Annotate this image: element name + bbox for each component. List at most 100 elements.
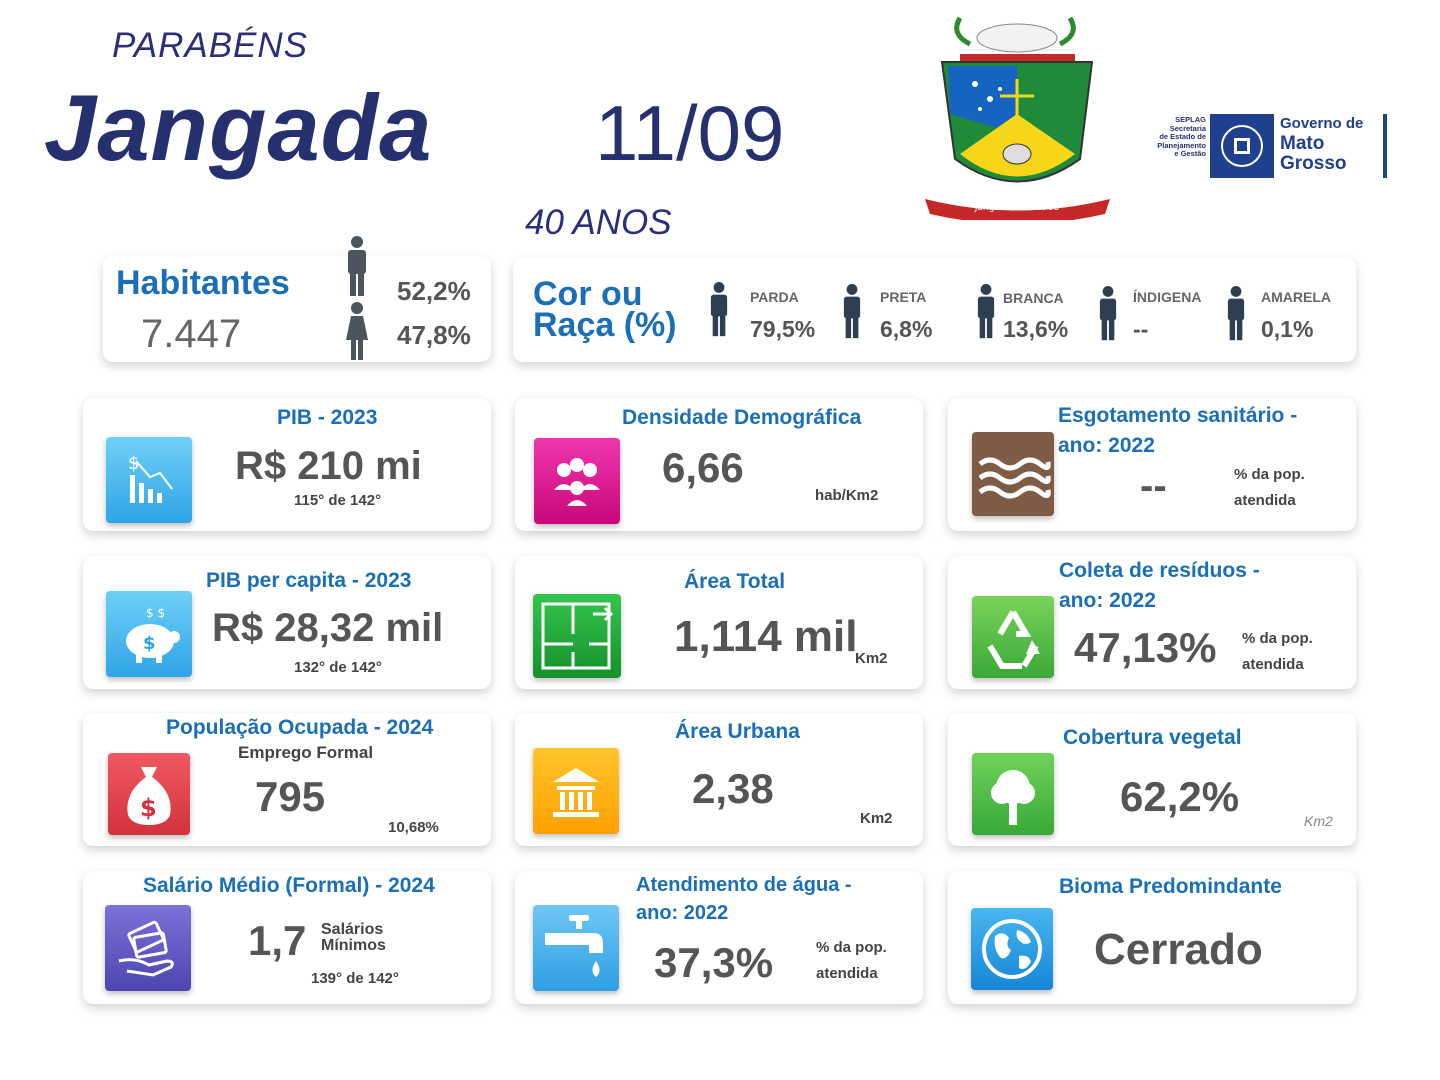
branca-value: 13,6% xyxy=(1003,316,1069,342)
floor-plan-icon xyxy=(533,594,621,678)
area-urbana-title: Área Urbana xyxy=(675,720,800,743)
city-name: Jangada xyxy=(44,75,433,180)
vegetal-card: Cobertura vegetal 62,2% Km2 xyxy=(948,713,1356,846)
area-total-title: Área Total xyxy=(684,570,786,593)
pib-rank: 115° de 142° xyxy=(294,492,382,509)
pib-per-capita-rank: 132° de 142° xyxy=(294,659,382,676)
agua-value: 37,3% xyxy=(654,939,774,986)
bioma-value: Cerrado xyxy=(1094,925,1263,974)
vegetal-title: Cobertura vegetal xyxy=(1063,726,1242,749)
salario-unit-line1: Salários xyxy=(321,921,384,938)
area-urbana-card: Área Urbana 2,38 Km2 xyxy=(515,713,923,846)
bioma-card: Bioma Predomindante Cerrado xyxy=(948,871,1356,1004)
vegetal-unit: Km2 xyxy=(1304,813,1333,829)
area-total-value: 1,114 mil xyxy=(674,612,858,661)
indigena-person-icon xyxy=(1099,286,1117,341)
tree-icon xyxy=(972,753,1054,835)
indigena-label: ÍNDIGENA xyxy=(1133,289,1202,305)
water-waves-icon xyxy=(972,432,1054,516)
amarela-value: 0,1% xyxy=(1261,316,1314,342)
branca-person-icon xyxy=(977,284,995,339)
water-tap-icon xyxy=(533,905,619,991)
salario-rank: 139° de 142° xyxy=(311,970,399,987)
amarela-label: AMARELA xyxy=(1261,289,1331,305)
people-group-icon xyxy=(534,438,620,524)
pib-value: R$ 210 mi xyxy=(235,444,422,488)
female-percentage: 47,8% xyxy=(397,320,471,350)
parda-value: 79,5% xyxy=(750,316,816,342)
densidade-card: Densidade Demográfica 6,66 hab/Km2 xyxy=(515,398,923,531)
habitantes-title: Habitantes xyxy=(116,264,290,302)
pop-ocupada-title: População Ocupada - 2024 xyxy=(166,716,434,739)
svg-text:Jangada/MT - 1988: Jangada/MT - 1988 xyxy=(974,203,1060,213)
salario-card: Salário Médio (Formal) - 2024 1,7 Salári… xyxy=(83,871,491,1004)
residuos-unit-line1: % da pop. xyxy=(1242,630,1313,647)
svg-text:$: $ xyxy=(140,794,157,822)
indigena-value: -- xyxy=(1133,316,1149,342)
esgoto-unit-line1: % da pop. xyxy=(1234,466,1305,483)
globe-icon xyxy=(971,908,1053,990)
greeting: PARABÉNS xyxy=(112,26,309,65)
esgoto-unit-line2: atendida xyxy=(1234,492,1296,509)
svg-text:$: $ xyxy=(128,453,139,474)
habitantes-card: Habitantes 7.447 52,2% 47,8% xyxy=(103,236,491,362)
svg-text:$ $: $ $ xyxy=(146,606,165,620)
pop-ocupada-card: População Ocupada - 2024 Emprego Formal … xyxy=(83,713,491,846)
parda-person-icon xyxy=(710,282,728,337)
pop-ocupada-pct: 10,68% xyxy=(388,819,439,836)
branca-label: BRANCA xyxy=(1003,290,1064,306)
salario-unit-line2: Mínimos xyxy=(321,937,386,954)
area-urbana-value: 2,38 xyxy=(692,765,774,812)
densidade-title: Densidade Demográfica xyxy=(622,406,862,429)
parda-label: PARDA xyxy=(750,289,799,305)
pib-per-capita-card: PIB per capita - 2023 $ $ $ R$ 28,32 mil … xyxy=(83,556,491,689)
money-bag-icon: $ xyxy=(108,753,190,835)
pib-title: PIB - 2023 xyxy=(277,406,378,429)
female-icon xyxy=(346,302,368,360)
residuos-card: Coleta de resíduos - ano: 2022 47,13% % … xyxy=(948,556,1356,689)
vegetal-value: 62,2% xyxy=(1120,773,1240,820)
area-total-unit: Km2 xyxy=(855,650,888,667)
male-percentage: 52,2% xyxy=(397,276,471,306)
esgoto-card: Esgotamento sanitário - ano: 2022 -- % d… xyxy=(948,398,1356,531)
habitantes-value: 7.447 xyxy=(141,312,242,356)
city-crest: Jangada/MT - 1988 xyxy=(920,4,1115,224)
anniversary-years: 40 ANOS xyxy=(525,203,672,242)
raca-card: Cor ou Raça (%) PARDA 79,5% PRETA 6,8% B… xyxy=(513,258,1356,362)
esgoto-title-line1: Esgotamento sanitário - xyxy=(1058,404,1298,427)
recycle-icon xyxy=(972,596,1054,678)
piggy-bank-icon: $ $ $ xyxy=(106,591,192,677)
preta-value: 6,8% xyxy=(880,316,933,342)
area-total-card: Área Total 1,114 mil Km2 xyxy=(515,556,923,689)
salario-title: Salário Médio (Formal) - 2024 xyxy=(143,874,435,897)
pop-ocupada-value: 795 xyxy=(255,773,326,820)
agua-unit-line1: % da pop. xyxy=(816,939,887,956)
residuos-title-line1: Coleta de resíduos - xyxy=(1059,559,1260,582)
cash-hand-icon xyxy=(105,905,191,991)
preta-person-icon xyxy=(843,284,861,339)
pib-per-capita-title: PIB per capita - 2023 xyxy=(206,569,412,592)
agua-unit-line2: atendida xyxy=(816,965,878,982)
male-icon xyxy=(348,236,366,296)
government-logo: SEPLAG Secretaria de Estado de Planejamento… xyxy=(1140,114,1390,180)
pib-card: PIB - 2023 $ R$ 210 mi 115° de 142° xyxy=(83,398,491,531)
area-urbana-unit: Km2 xyxy=(860,810,893,827)
bioma-title: Bioma Predomindante xyxy=(1059,875,1282,898)
residuos-title-line2: ano: 2022 xyxy=(1059,589,1156,612)
preta-label: PRETA xyxy=(880,289,927,305)
pib-per-capita-value: R$ 28,32 mil xyxy=(212,606,444,650)
agua-title-line2: ano: 2022 xyxy=(636,902,729,924)
pop-ocupada-subtitle: Emprego Formal xyxy=(238,743,374,762)
anniversary-date: 11/09 xyxy=(595,89,785,177)
raca-title-line2: Raça (%) xyxy=(533,306,677,344)
residuos-unit-line2: atendida xyxy=(1242,656,1304,673)
raca-title-line1: Cor ou xyxy=(533,275,643,313)
salario-value: 1,7 xyxy=(248,917,307,964)
agua-card: Atendimento de água - ano: 2022 37,3% % … xyxy=(515,871,923,1004)
esgoto-value: -- xyxy=(1140,464,1167,508)
bank-building-icon xyxy=(533,748,619,834)
esgoto-title-line2: ano: 2022 xyxy=(1058,434,1155,457)
residuos-value: 47,13% xyxy=(1074,624,1217,671)
pib-chart-icon: $ xyxy=(106,437,192,523)
agua-title-line1: Atendimento de água - xyxy=(636,874,852,896)
